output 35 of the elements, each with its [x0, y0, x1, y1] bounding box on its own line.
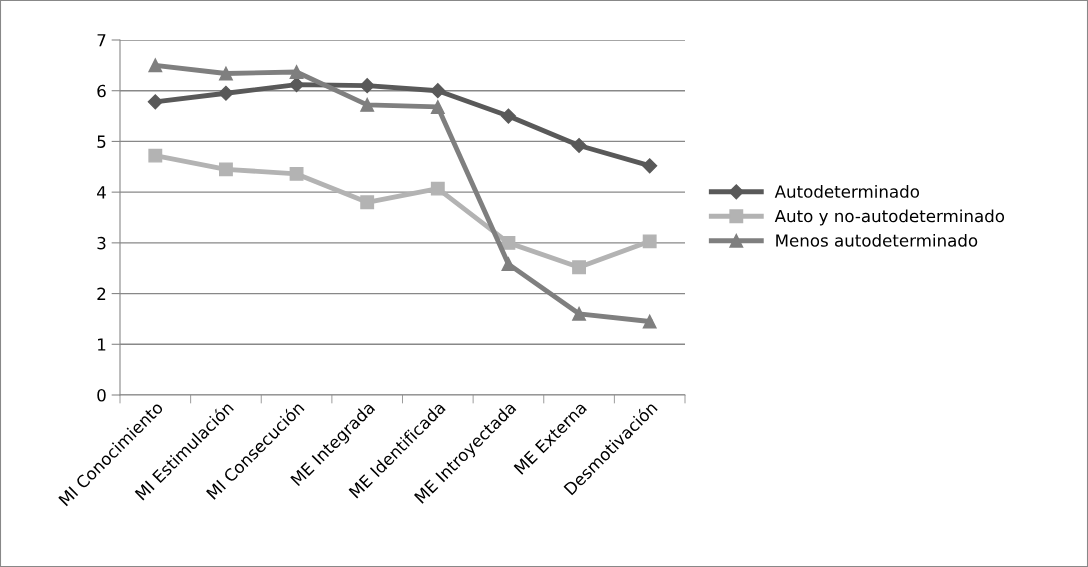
y-tick-label: 7 [97, 34, 106, 47]
y-tick-label: 2 [97, 287, 106, 300]
point [360, 97, 375, 112]
y-tick-label: 5 [97, 135, 106, 148]
point [500, 108, 517, 124]
point [288, 77, 305, 93]
point [359, 78, 375, 94]
legend-label: Auto y no-autodeterminado [774, 209, 1005, 226]
legend-label: Autodeterminado [774, 184, 920, 198]
point [572, 260, 587, 275]
legend-label: Menos autodeterminado [776, 233, 978, 247]
y-tick-label: 1 [98, 338, 106, 351]
point [218, 85, 234, 101]
y-tick-label: 3 [97, 236, 106, 250]
point [289, 65, 304, 79]
point [148, 58, 163, 73]
point [642, 314, 657, 329]
point [218, 66, 233, 81]
point [501, 235, 516, 250]
y-tick-label: 0 [97, 388, 106, 402]
point [430, 99, 445, 114]
point [642, 158, 658, 174]
point [147, 94, 163, 110]
point [501, 257, 516, 272]
point [148, 148, 163, 163]
y-tick-label: 4 [97, 186, 106, 199]
point [571, 137, 587, 154]
point [430, 181, 445, 196]
point [642, 234, 657, 249]
point [289, 166, 304, 181]
point [218, 162, 233, 177]
point [430, 83, 446, 99]
point [360, 195, 375, 210]
y-tick-label: 6 [97, 84, 106, 98]
point [572, 306, 587, 321]
